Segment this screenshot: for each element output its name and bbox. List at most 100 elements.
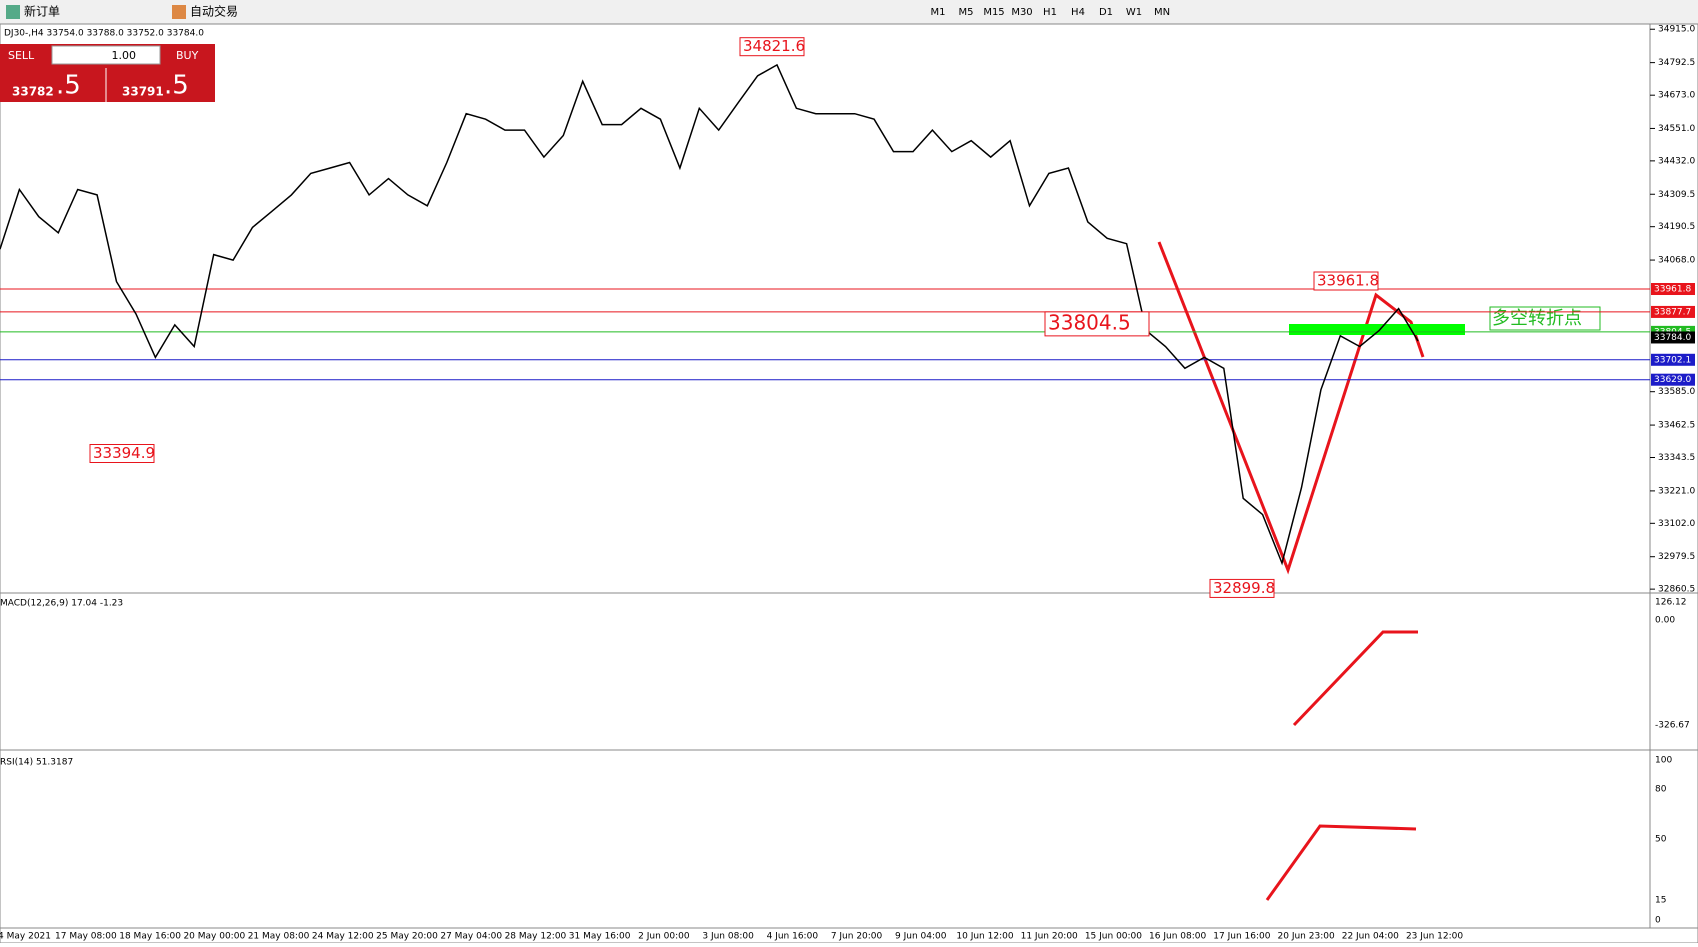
price-annotation-box (739, 37, 805, 57)
sell-button[interactable]: SELL (8, 49, 35, 62)
price-line (0, 63, 1419, 566)
y-tick-label: 34792.5 (1658, 58, 1695, 68)
macd-axis-label: 0.00 (1655, 616, 1675, 626)
timeframe-button[interactable]: M1 (931, 7, 946, 18)
x-tick-label: 3 Jun 08:00 (702, 932, 754, 942)
rsi-axis-label: 0 (1655, 916, 1661, 926)
rsi-label: RSI(14) 51.3187 (0, 758, 73, 768)
timeframes: M1 M5 M15 M30 H1 H4 D1 W1 MN (931, 7, 1171, 18)
x-tick-label: 18 May 16:00 (119, 932, 181, 942)
macd-label: MACD(12,26,9) 17.04 -1.23 (0, 599, 123, 609)
price-annotation: 33804.5 (1048, 310, 1131, 334)
timeframe-button[interactable]: M5 (959, 7, 974, 18)
price-annotation-box (1044, 311, 1150, 337)
timeframe-button[interactable]: W1 (1126, 7, 1142, 18)
timeframe-button[interactable]: MN (1154, 7, 1170, 18)
x-tick-label: 9 Jun 04:00 (895, 932, 947, 942)
buy-price-pips[interactable]: .5 (164, 71, 189, 101)
x-tick-label: 4 Jun 16:00 (767, 932, 819, 942)
level-tag (1651, 373, 1695, 386)
x-tick-label: 17 May 08:00 (55, 932, 117, 942)
timeframe-button[interactable]: M15 (983, 7, 1004, 18)
macd-axis-label: -326.67 (1655, 721, 1690, 731)
y-tick-label: 34915.0 (1658, 25, 1695, 35)
y-tick-label: 33462.5 (1658, 421, 1695, 431)
macd-axis-label: 126.12 (1655, 598, 1687, 608)
lots-box[interactable] (51, 45, 161, 65)
rsi-axis-label: 50 (1655, 835, 1667, 845)
buy-price[interactable]: 33791 (122, 85, 164, 99)
x-tick-label: 24 May 12:00 (312, 932, 374, 942)
x-tick-label: 15 Jun 00:00 (1085, 932, 1142, 942)
price-annotation-box (1209, 578, 1275, 598)
y-tick-label: 34309.5 (1658, 190, 1695, 200)
turning-box (1489, 306, 1601, 331)
new-order-button[interactable]: 新订单 (24, 4, 60, 19)
level-tag (1651, 331, 1695, 344)
x-tick-label: 21 May 08:00 (248, 932, 310, 942)
buy-button[interactable]: BUY (176, 49, 199, 62)
price-annotation: 32899.8 (1213, 579, 1275, 597)
x-tick-label: 2 Jun 00:00 (638, 932, 690, 942)
level-tag-label: 33784.0 (1654, 333, 1691, 343)
new-order-icon[interactable] (6, 5, 20, 19)
rsi-axis-label: 80 (1655, 785, 1667, 795)
y-tick-label: 34432.0 (1658, 156, 1695, 166)
x-tick-label: 27 May 04:00 (440, 932, 502, 942)
level-tag (1651, 283, 1695, 296)
rsi-axis-label: 15 (1655, 896, 1666, 906)
level-tag-label: 33629.0 (1654, 375, 1691, 385)
timeframe-button[interactable]: H4 (1071, 7, 1085, 18)
arrows (1157, 241, 1425, 901)
y-tick-label: 32860.5 (1658, 585, 1695, 595)
turning-point-text: 多空转折点 (1492, 308, 1582, 329)
y-tick-label: 32979.5 (1658, 552, 1695, 562)
auto-trade-icon[interactable] (172, 5, 186, 19)
chart-frame (0, 23, 1698, 944)
x-tick-label: 10 Jun 12:00 (956, 932, 1013, 942)
sell-price-pips[interactable]: .5 (56, 71, 81, 101)
x-tick-label: 16 Jun 08:00 (1149, 932, 1206, 942)
sell-price[interactable]: 33782 (12, 85, 54, 99)
level-tag-label: 33702.1 (1654, 355, 1691, 365)
y-tick-label: 33585.0 (1658, 387, 1695, 397)
x-tick-label: 25 May 20:00 (376, 932, 438, 942)
price-annotation-box (89, 444, 155, 464)
rsi-axis-label: 100 (1655, 756, 1672, 766)
x-tick-label: 20 May 00:00 (183, 932, 245, 942)
x-tick-label: 17 Jun 16:00 (1213, 932, 1270, 942)
x-tick-label: 31 May 16:00 (569, 932, 631, 942)
y-tick-label: 33221.0 (1658, 486, 1695, 496)
turning-band (1289, 324, 1465, 335)
level-tag (1651, 353, 1695, 366)
timeframe-button[interactable]: M30 (1011, 7, 1032, 18)
x-tick-label: 22 Jun 04:00 (1342, 932, 1399, 942)
timeframe-button[interactable]: H1 (1043, 7, 1057, 18)
y-tick-label: 34068.0 (1658, 256, 1695, 266)
y-tick-label: 33102.0 (1658, 519, 1695, 529)
chart-header: DJ30-,H4 33754.0 33788.0 33752.0 33784.0 (4, 29, 204, 39)
x-tick-label: 20 Jun 23:00 (1278, 932, 1335, 942)
x-tick-label: 14 May 2021 (0, 932, 51, 942)
price-annotation: 34821.6 (743, 37, 805, 55)
y-tick-label: 34551.0 (1658, 124, 1695, 134)
x-tick-label: 11 Jun 20:00 (1021, 932, 1078, 942)
y-tick-label: 33343.5 (1658, 453, 1695, 463)
timeframe-button[interactable]: D1 (1099, 7, 1113, 18)
x-tick-label: 7 Jun 20:00 (831, 932, 883, 942)
lots-input[interactable]: 1.00 (112, 49, 137, 62)
x-tick-label: 23 Jun 12:00 (1406, 932, 1463, 942)
x-tick-label: 28 May 12:00 (505, 932, 567, 942)
toolbar (0, 0, 1698, 24)
price-annotation: 33394.9 (93, 444, 155, 462)
y-tick-label: 34673.0 (1658, 91, 1695, 101)
price-annotation-box (1313, 271, 1379, 291)
level-tag-label: 33961.8 (1654, 285, 1691, 295)
level-tag (1651, 305, 1695, 318)
trade-panel: SELL 1.00 BUY 33782 .5 33791 .5 (0, 44, 215, 102)
y-tick-label: 34190.5 (1658, 222, 1695, 232)
price-annotation: 33961.8 (1317, 272, 1379, 290)
level-tag-label: 33877.7 (1654, 307, 1691, 317)
auto-trade-button[interactable]: 自动交易 (190, 4, 238, 19)
